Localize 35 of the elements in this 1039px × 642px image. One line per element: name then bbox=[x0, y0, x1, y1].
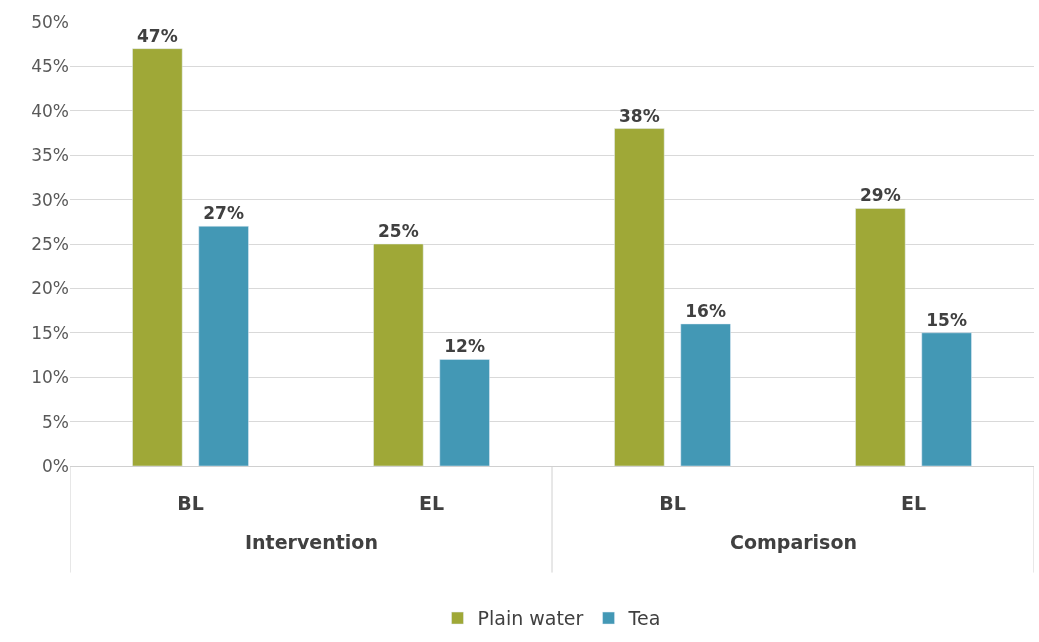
bar bbox=[614, 128, 665, 466]
x-tick-label: BL bbox=[177, 491, 204, 514]
legend-label: Tea bbox=[627, 607, 661, 630]
data-label: 27% bbox=[203, 203, 244, 224]
y-tick-label: 5% bbox=[42, 411, 69, 432]
bar bbox=[855, 208, 906, 466]
x-tick-label: EL bbox=[418, 491, 445, 514]
legend-label: Plain water bbox=[477, 607, 584, 630]
bar bbox=[198, 225, 249, 466]
y-tick-label: 15% bbox=[31, 322, 69, 343]
y-tick-label: 10% bbox=[31, 367, 69, 388]
bar bbox=[680, 323, 731, 466]
data-label: 15% bbox=[926, 309, 967, 330]
data-label: 29% bbox=[860, 185, 901, 206]
y-tick-label: 25% bbox=[31, 233, 69, 254]
x-tick-label: BL bbox=[659, 491, 686, 514]
y-tick-label: 50% bbox=[31, 11, 69, 32]
y-tick-label: 40% bbox=[31, 100, 69, 121]
y-tick-label: 0% bbox=[42, 455, 69, 476]
data-label: 12% bbox=[444, 336, 485, 357]
text: Comparison bbox=[730, 531, 857, 553]
bar bbox=[373, 243, 424, 466]
bar bbox=[132, 48, 183, 466]
y-tick-label: 35% bbox=[31, 145, 69, 166]
bar bbox=[439, 359, 490, 466]
y-tick-label: 20% bbox=[31, 278, 69, 299]
text: Intervention bbox=[245, 531, 378, 553]
y-tick-label: 30% bbox=[31, 189, 69, 210]
x-tick-label: EL bbox=[900, 491, 927, 514]
data-label: 47% bbox=[137, 25, 178, 46]
bar bbox=[921, 332, 972, 466]
data-label: 38% bbox=[619, 105, 660, 126]
y-tick-label: 45% bbox=[31, 56, 69, 77]
data-label: 25% bbox=[378, 221, 419, 241]
data-label: 16% bbox=[685, 300, 726, 321]
